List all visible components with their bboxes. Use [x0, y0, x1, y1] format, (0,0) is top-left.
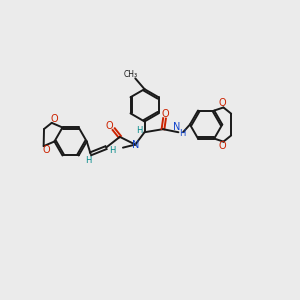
- Text: O: O: [219, 98, 226, 108]
- Text: CH₃: CH₃: [124, 70, 138, 79]
- Text: O: O: [43, 145, 50, 155]
- Text: H: H: [109, 146, 116, 155]
- Text: H: H: [85, 156, 92, 165]
- Text: O: O: [161, 109, 169, 119]
- Text: N: N: [132, 140, 139, 150]
- Text: N: N: [173, 122, 181, 132]
- Text: H: H: [136, 126, 142, 135]
- Text: O: O: [105, 121, 113, 131]
- Text: H: H: [179, 128, 185, 137]
- Text: O: O: [51, 114, 59, 124]
- Text: O: O: [219, 141, 226, 151]
